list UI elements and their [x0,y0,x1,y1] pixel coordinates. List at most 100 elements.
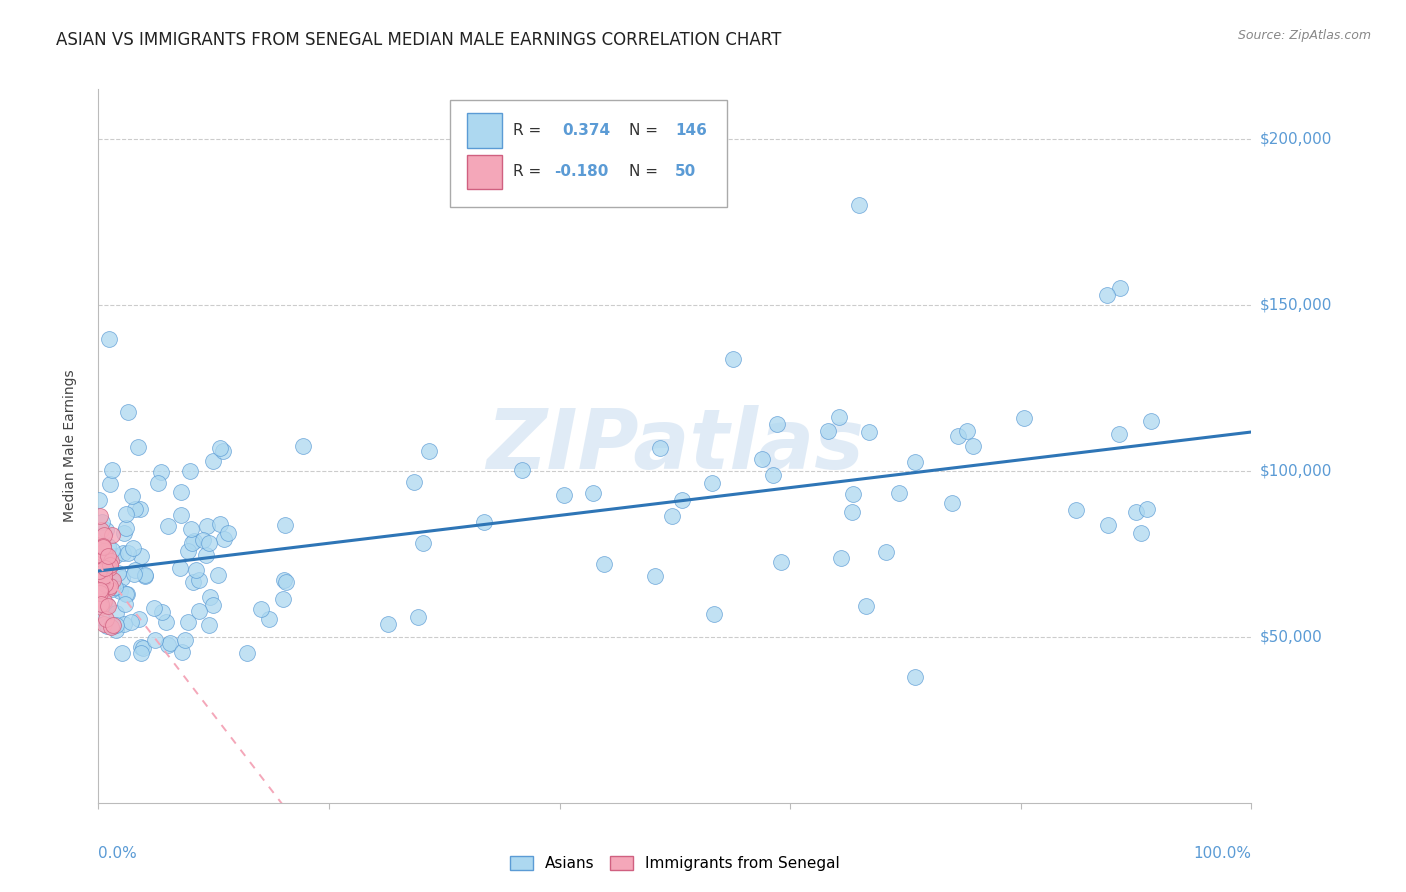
Point [100,543,122,558]
Point [174,632,197,647]
Point [100,554,122,568]
Text: -0.180: -0.180 [554,164,609,179]
Point [117,587,139,601]
Point [1140,414,1163,428]
Point [90,597,112,611]
Text: 0.0%: 0.0% [98,846,138,861]
Text: 0.374: 0.374 [562,123,610,138]
Point [671,492,693,507]
Point [117,546,139,560]
Point [115,521,138,535]
Text: N =: N = [628,123,658,138]
Point [855,599,877,614]
Point [134,569,156,583]
Point [1097,518,1119,533]
Point [101,618,124,632]
Point [111,571,134,585]
Text: ASIAN VS IMMIGRANTS FROM SENEGAL MEDIAN MALE EARNINGS CORRELATION CHART: ASIAN VS IMMIGRANTS FROM SENEGAL MEDIAN … [56,31,782,49]
Text: $150,000: $150,000 [1260,297,1331,312]
Point [703,607,725,622]
Point [170,508,193,522]
Point [150,605,173,619]
Point [89,582,111,597]
Point [101,574,124,588]
Point [212,532,235,546]
Point [553,488,575,502]
Point [202,454,225,468]
Point [661,508,683,523]
Point [89,509,111,524]
Point [765,417,787,431]
Point [105,618,128,632]
FancyBboxPatch shape [467,113,502,148]
Point [1012,410,1035,425]
Point [112,525,135,540]
Point [101,574,124,589]
Point [90,523,112,537]
Point [104,606,127,620]
Point [91,540,114,554]
Point [904,670,927,684]
Point [124,501,146,516]
Point [97,549,120,563]
Point [817,424,839,438]
Point [157,638,180,652]
Point [93,569,115,583]
Point [93,598,115,612]
Point [170,485,193,500]
Point [98,477,121,491]
Point [1130,525,1153,540]
Point [124,563,146,577]
Point [472,516,495,530]
Point [176,615,198,630]
Point [841,505,863,519]
Point [194,549,217,563]
Point [1108,426,1130,441]
Point [90,564,112,578]
Text: ZIPatlas: ZIPatlas [486,406,863,486]
Point [291,439,314,453]
Point [762,468,785,483]
Point [956,424,979,438]
Point [89,549,111,563]
Point [94,560,117,574]
Text: 50: 50 [675,164,696,179]
Text: $50,000: $50,000 [1260,630,1323,644]
Point [131,549,153,563]
Point [170,645,193,659]
Point [1125,505,1147,519]
Point [644,568,666,582]
Point [377,617,399,632]
Point [120,615,142,629]
Point [98,581,121,595]
Point [115,507,138,521]
Point [98,332,121,346]
Point [274,518,297,533]
Point [93,570,115,584]
Point [89,563,111,577]
Point [188,573,211,587]
Point [195,518,218,533]
Point [90,571,112,585]
Point [127,440,149,454]
Point [187,604,209,618]
Point [142,600,165,615]
Point [87,492,110,507]
Point [96,618,118,632]
Point [887,486,910,500]
Point [121,489,143,503]
Point [842,487,865,501]
Text: $100,000: $100,000 [1260,463,1331,478]
Point [208,441,231,455]
Point [593,558,616,572]
Text: Source: ZipAtlas.com: Source: ZipAtlas.com [1237,29,1371,42]
Point [271,591,294,606]
Point [1064,503,1087,517]
Point [93,617,115,632]
Point [721,351,744,366]
Point [257,611,280,625]
Point [101,463,124,477]
Point [159,636,181,650]
Point [93,528,115,542]
Point [110,584,132,599]
